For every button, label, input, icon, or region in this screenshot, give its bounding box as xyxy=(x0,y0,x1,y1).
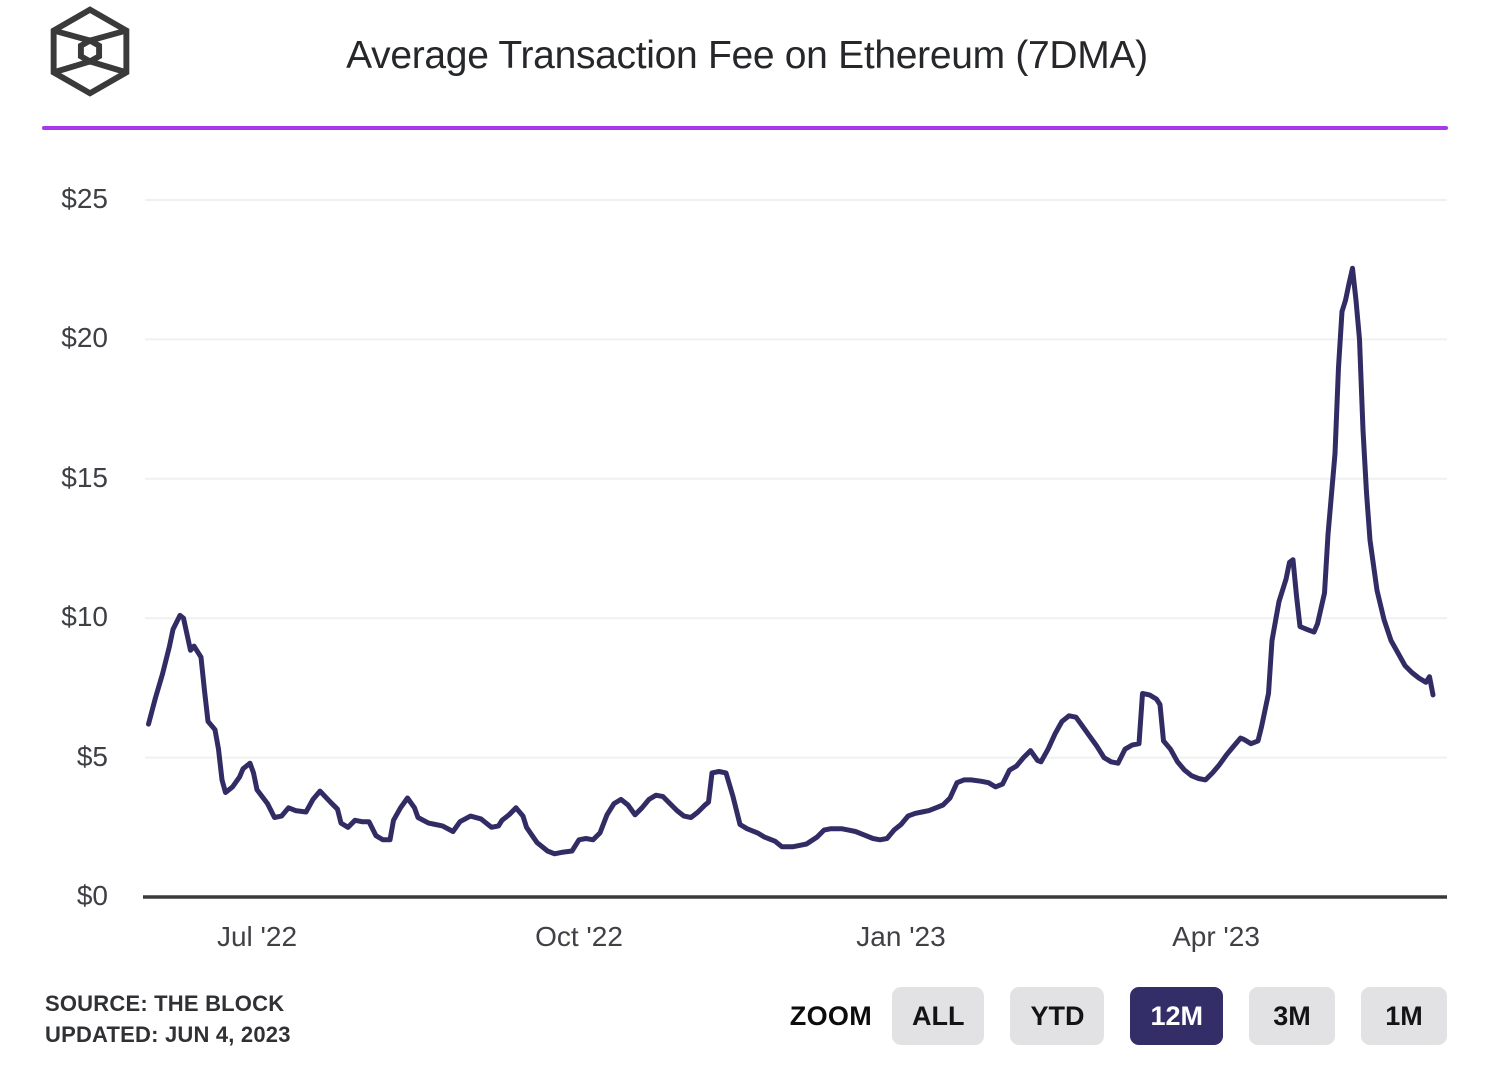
y-axis-label: $20 xyxy=(61,322,108,354)
zoom-button-ytd[interactable]: YTD xyxy=(1010,987,1105,1045)
x-axis-label: Apr '23 xyxy=(1172,921,1260,952)
y-axis-label: $5 xyxy=(76,740,108,772)
zoom-controls-label: ZOOM xyxy=(789,1000,872,1031)
zoom-button-all[interactable]: ALL xyxy=(891,987,985,1045)
accent-divider xyxy=(42,126,1448,130)
y-axis-label: $10 xyxy=(61,601,108,633)
zoom-button-12m[interactable]: 12M xyxy=(1130,987,1223,1045)
zoom-controls: ZOOM ALL YTD 12M 3M 1M xyxy=(790,986,1447,1046)
zoom-button-1m[interactable]: 1M xyxy=(1361,987,1447,1045)
x-axis-label: Oct '22 xyxy=(535,921,623,952)
x-axis-label: Jan '23 xyxy=(856,921,946,952)
source-attribution: SOURCE: THE BLOCK UPDATED: JUN 4, 2023 xyxy=(45,988,291,1050)
the-block-logo xyxy=(50,6,130,97)
x-axis-label: Jul '22 xyxy=(216,921,298,952)
y-axis-label: $0 xyxy=(76,880,108,911)
page-title: Average Transaction Fee on Ethereum (7DM… xyxy=(346,34,1148,77)
updated-line: UPDATED: JUN 4, 2023 xyxy=(45,1022,291,1047)
source-line: SOURCE: THE BLOCK xyxy=(45,991,285,1016)
y-axis-label: $25 xyxy=(61,183,108,214)
zoom-button-3m[interactable]: 3M xyxy=(1249,987,1335,1045)
y-axis-label: $15 xyxy=(61,461,108,493)
